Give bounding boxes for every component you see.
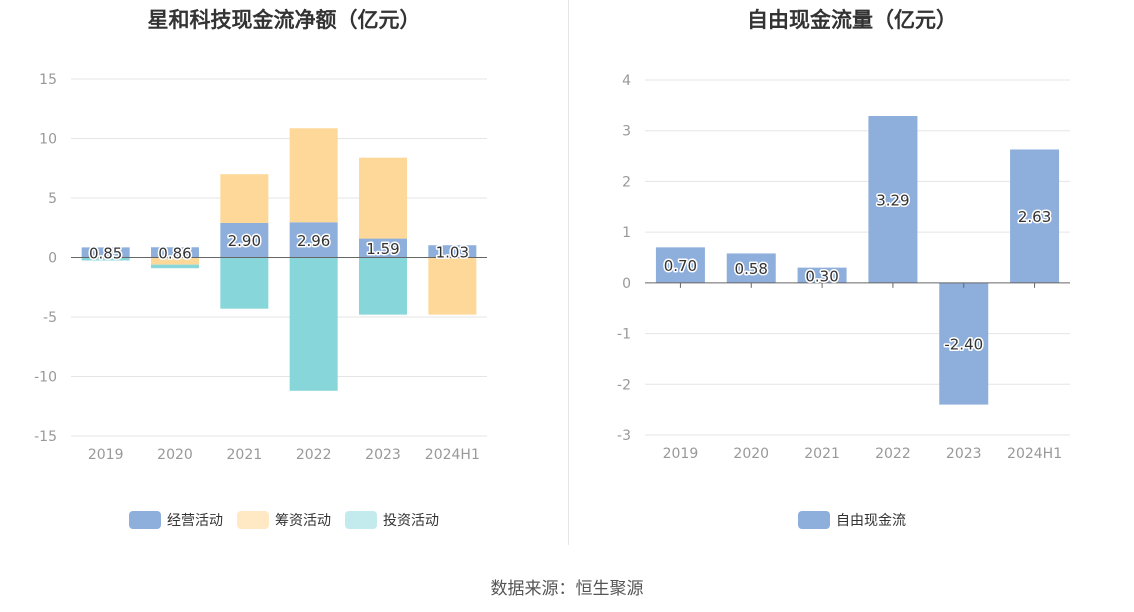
data-label: 2.90	[228, 232, 261, 250]
data-label: 2.96	[297, 232, 330, 250]
bar-投资活动	[151, 264, 199, 269]
cash-flow-chart-panel: 星和科技现金流净额（亿元） 15 10 5 0 -5 -10 -15 2019 2020 2021…	[0, 0, 568, 545]
y-tick-label: 1	[622, 225, 631, 241]
data-label: 0.86	[158, 244, 191, 262]
bar-投资活动	[81, 257, 130, 261]
bar-自由现金流	[726, 253, 776, 283]
bar-自由现金流	[939, 282, 989, 405]
free-cash-flow-legend: 自由现金流	[570, 510, 1134, 530]
y-tick-label: -5	[43, 310, 57, 326]
data-label: -2.40	[944, 336, 983, 354]
x-tick-label: 2019	[88, 447, 124, 463]
data-label: 0.58	[735, 260, 768, 278]
data-label: 0.30	[805, 267, 838, 285]
x-tick-label: 2024H1	[425, 447, 480, 463]
data-label: 2.63	[1018, 208, 1051, 226]
bar-筹资活动	[289, 128, 338, 223]
bar-自由现金流	[1010, 149, 1060, 283]
bar-自由现金流	[655, 247, 705, 283]
data-label: 0.85	[89, 244, 122, 262]
x-tick-label: 2020	[733, 446, 769, 462]
legend-swatch	[237, 511, 269, 529]
data-label: 3.29	[876, 191, 909, 209]
x-tick-label: 2024H1	[1007, 446, 1062, 462]
x-tick-label: 2021	[804, 446, 840, 462]
bar-经营活动	[428, 245, 477, 258]
y-tick-label: 0	[48, 251, 57, 267]
free-cash-flow-chart-panel: 自由现金流量（亿元） 4 3 2 1 0 -1 -2 -3 2019 2020 2021 2022 20…	[570, 0, 1134, 545]
legend-label: 经营活动	[167, 513, 223, 529]
y-tick-label: 15	[39, 72, 57, 88]
legend-item[interactable]: 自由现金流	[798, 510, 906, 530]
bar-筹资活动	[220, 174, 269, 223]
y-tick-label: 4	[622, 73, 631, 89]
data-label: 0.70	[664, 257, 697, 275]
cash-flow-legend: 经营活动 筹资活动 投资活动	[0, 510, 568, 530]
legend-swatch	[798, 511, 830, 529]
bar-投资活动	[359, 257, 407, 315]
bar-投资活动	[220, 257, 269, 309]
bar-筹资活动	[151, 257, 199, 265]
y-tick-label: -1	[617, 327, 631, 343]
bar-筹资活动	[359, 157, 407, 239]
x-tick-label: 2022	[875, 446, 911, 462]
data-source-note: 数据来源：恒生聚源	[490, 579, 644, 599]
y-tick-label: 2	[622, 174, 631, 190]
y-tick-label: 3	[622, 124, 631, 140]
x-tick-label: 2022	[296, 447, 332, 463]
bar-自由现金流	[797, 267, 847, 283]
free-cash-flow-chart: 4 3 2 1 0 -1 -2 -3 2019 2020 2021 2022 2023 2024H1 0.7…	[617, 73, 1070, 462]
cash-flow-chart: 15 10 5 0 -5 -10 -15 2019 2020 2021 2022 2023 2024H1…	[34, 72, 487, 463]
bar-经营活动	[359, 238, 407, 258]
y-tick-label: 0	[622, 276, 631, 292]
bar-自由现金流	[868, 116, 918, 283]
free-cash-flow-chart-title: 自由现金流量（亿元）	[747, 8, 957, 32]
x-tick-label: 2023	[946, 446, 982, 462]
x-tick-label: 2023	[365, 447, 401, 463]
cash-flow-chart-title: 星和科技现金流净额（亿元）	[147, 8, 421, 32]
x-tick-label: 2020	[157, 447, 193, 463]
x-tick-label: 2021	[227, 447, 263, 463]
legend-label: 自由现金流	[836, 513, 906, 529]
bar-筹资活动	[428, 257, 477, 315]
legend-swatch	[345, 511, 377, 529]
legend-item[interactable]: 经营活动	[129, 510, 223, 530]
bar-经营活动	[220, 222, 269, 258]
y-tick-label: -3	[617, 428, 631, 444]
panel-divider	[568, 0, 569, 545]
bar-经营活动	[81, 247, 130, 258]
bar-经营活动	[151, 247, 199, 258]
legend-label: 投资活动	[383, 513, 439, 529]
legend-label: 筹资活动	[275, 513, 331, 529]
x-tick-label: 2019	[663, 446, 699, 462]
bar-投资活动	[289, 257, 338, 391]
legend-swatch	[129, 511, 161, 529]
data-label: 1.59	[366, 240, 399, 258]
y-tick-label: -10	[34, 370, 57, 386]
data-label: 1.03	[436, 243, 469, 261]
y-tick-label: 5	[48, 191, 57, 207]
y-tick-label: 10	[39, 132, 57, 148]
y-tick-label: -2	[617, 377, 631, 393]
legend-item[interactable]: 筹资活动	[237, 510, 331, 530]
legend-item[interactable]: 投资活动	[345, 510, 439, 530]
y-tick-label: -15	[34, 429, 57, 445]
bar-经营活动	[289, 222, 338, 258]
